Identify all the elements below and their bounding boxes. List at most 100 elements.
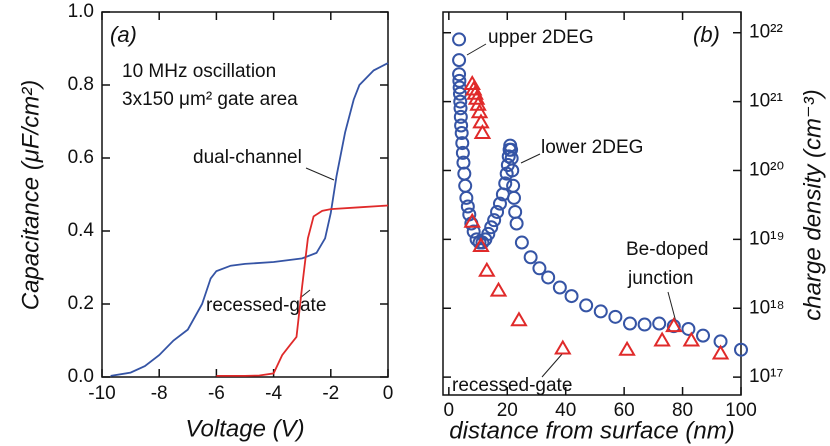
triangle-point <box>665 317 683 333</box>
annotation: 3x150 μm² gate area <box>122 89 298 110</box>
triangle-point <box>478 261 496 277</box>
panel-label: (b) <box>693 22 720 47</box>
triangle-point <box>463 75 481 91</box>
y-tick-label: 0.6 <box>68 147 94 168</box>
circle-point <box>523 250 538 265</box>
circle-point <box>514 235 529 250</box>
circle-point <box>453 101 468 116</box>
circle-point <box>541 270 556 285</box>
triangle-point <box>653 331 671 347</box>
x-tick-label: 40 <box>555 400 576 421</box>
y-axis-title: charge density (cm⁻³) <box>799 89 826 320</box>
annotation: Be-doped <box>626 239 708 260</box>
plot-frame <box>101 11 389 378</box>
circle-point <box>696 328 711 343</box>
y-tick-label: 10¹⁷ <box>749 366 783 387</box>
x-tick-label: 20 <box>497 400 518 421</box>
circle-point <box>506 178 521 193</box>
circle-point <box>452 32 467 47</box>
x-tick-label: 80 <box>672 400 693 421</box>
triangle-point <box>489 281 508 297</box>
circle-point <box>487 213 502 228</box>
circle-point <box>452 53 467 68</box>
circle-point <box>454 118 469 133</box>
x-tick-label: -10 <box>88 383 115 404</box>
annotation: dual-channel <box>193 147 302 168</box>
circle-point <box>652 316 667 331</box>
y-tick-label: 10²¹ <box>749 91 783 112</box>
triangle-point <box>554 339 572 355</box>
triangle-point <box>618 340 636 356</box>
circle-point <box>734 342 748 357</box>
y-tick-label: 0.0 <box>68 366 94 387</box>
x-axis-title: Voltage (V) <box>185 415 304 442</box>
circle-point <box>532 261 547 276</box>
y-axis-title: Capacitance (μF/cm²) <box>17 80 44 311</box>
circle-point <box>498 176 513 191</box>
leader-line <box>305 167 335 181</box>
circle-point <box>564 289 579 304</box>
x-tick-label: -4 <box>265 383 282 404</box>
curve <box>216 204 389 377</box>
triangle-point <box>472 237 490 253</box>
y-tick-label: 10¹⁸ <box>749 297 784 318</box>
circle-point <box>506 190 521 205</box>
circle-point <box>458 178 473 193</box>
leader-line <box>541 352 564 378</box>
x-tick-label: -8 <box>151 383 168 404</box>
circle-point <box>622 316 637 331</box>
circle-point <box>455 136 470 151</box>
y-tick-label: 10²² <box>749 22 783 43</box>
y-tick-label: 0.4 <box>68 220 95 241</box>
circle-point <box>484 220 499 235</box>
annotation: upper 2DEG <box>488 27 594 48</box>
circle-point <box>459 190 474 205</box>
circle-point <box>579 298 594 313</box>
circle-point <box>681 321 696 336</box>
circle-point <box>460 199 475 214</box>
x-tick-label: -6 <box>208 383 225 404</box>
triangle-point <box>463 212 481 228</box>
x-tick-label: 100 <box>725 400 757 421</box>
circle-point <box>552 280 567 295</box>
x-tick-label: 60 <box>614 400 635 421</box>
circle-point <box>466 224 481 239</box>
circle-point <box>504 142 519 157</box>
x-tick-label: 0 <box>383 383 394 404</box>
annotation: lower 2DEG <box>541 137 643 158</box>
leader-line <box>466 43 487 56</box>
curve <box>110 62 389 377</box>
y-tick-label: 1.0 <box>68 1 94 22</box>
circle-point <box>637 317 652 332</box>
triangle-point <box>467 89 486 105</box>
circle-point <box>593 304 608 319</box>
circle-point <box>608 309 623 324</box>
plot-frame <box>442 11 742 396</box>
triangle-point <box>466 84 484 100</box>
annotation: junction <box>627 268 694 289</box>
circle-point <box>509 216 524 231</box>
x-tick-label: -2 <box>322 383 339 404</box>
x-tick-label: 0 <box>444 400 455 421</box>
annotation: recessed-gate <box>452 375 572 396</box>
y-tick-label: 0.8 <box>68 74 94 95</box>
y-tick-label: 0.2 <box>68 293 94 314</box>
triangle-point <box>510 311 528 327</box>
triangle-point <box>711 344 730 360</box>
circle-point <box>508 204 523 219</box>
y-tick-label: 10¹⁹ <box>749 228 785 249</box>
circle-point <box>452 67 467 82</box>
circle-point <box>505 163 520 178</box>
circle-point <box>454 126 469 141</box>
panel-label: (a) <box>110 22 137 47</box>
circle-point <box>453 109 468 124</box>
leader-line <box>667 291 677 323</box>
annotation: 10 MHz oscillation <box>122 61 276 82</box>
circle-point <box>492 196 507 211</box>
circle-point <box>453 94 468 109</box>
leader-line <box>520 153 541 164</box>
circle-point <box>481 226 496 241</box>
circle-point <box>455 145 470 160</box>
triangle-point <box>682 331 701 347</box>
